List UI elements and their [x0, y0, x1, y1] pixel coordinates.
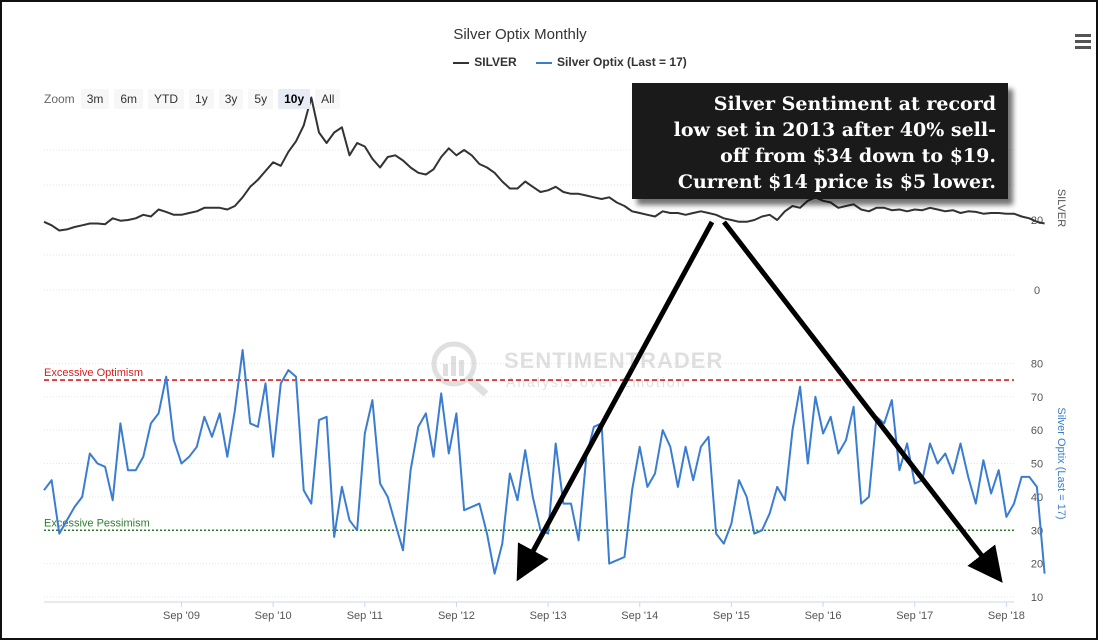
silver-tick-label: 0 [1034, 285, 1040, 297]
x-tick-label: Sep '09 [163, 610, 200, 622]
x-tick-label: Sep '17 [896, 610, 933, 622]
optix-tick-label: 70 [1031, 392, 1043, 404]
arrow-to-2018-low [722, 220, 1003, 583]
callout-line-1: Silver Sentiment at record [713, 93, 996, 115]
zoom-10y-button[interactable]: 10y [278, 89, 311, 109]
zoom-3m-button[interactable]: 3m [80, 89, 110, 109]
excessive-pessimism-label: Excessive Pessimism [44, 517, 150, 529]
zoom-5y-button[interactable]: 5y [248, 89, 274, 109]
silver-series-line[interactable] [43, 96, 1045, 232]
zoom-bar: Zoom 3m 6m YTD 1y 3y 5y 10y All [44, 89, 345, 109]
zoom-3y-button[interactable]: 3y [218, 89, 244, 109]
optix-tick-label: 10 [1031, 592, 1043, 604]
x-tick-label: Sep '12 [438, 610, 475, 622]
zoom-1y-button[interactable]: 1y [189, 89, 214, 109]
legend-swatch-optix [536, 61, 553, 64]
optix-tick-label: 20 [1031, 559, 1043, 571]
zoom-6m-button[interactable]: 6m [114, 89, 144, 109]
optix-series-line[interactable] [43, 349, 1046, 575]
callout-line-2: low set in 2013 after 40% sell- [673, 119, 996, 141]
legend-label-silver: SILVER [474, 55, 517, 69]
zoom-ytd-button[interactable]: YTD [148, 89, 185, 109]
legend-label-optix: Silver Optix (Last = 17) [557, 55, 687, 69]
optix-axis-label: Silver Optix (Last = 17) [1055, 407, 1067, 519]
callout-line-4: Current $14 price is $5 lower. [677, 171, 996, 193]
callout-line-3: off from $34 down to $19. [720, 145, 996, 167]
annotation-lines: Excessive Optimism Excessive Pessimism [44, 367, 1014, 531]
legend: SILVER Silver Optix (Last = 17) [0, 55, 1102, 69]
x-tick-label: Sep '11 [347, 610, 383, 622]
arrow-to-2013-low [516, 220, 715, 582]
optix-tick-label: 60 [1031, 425, 1043, 437]
x-tick-label: Sep '18 [988, 610, 1025, 622]
arrows [516, 220, 1003, 583]
hamburger-menu-icon[interactable] [1075, 34, 1091, 52]
x-axis: Sep '09 Sep '10 Sep '11 Sep '12 Sep '13 Sep '… [44, 601, 1025, 622]
x-tick-label: Sep '10 [255, 610, 292, 622]
zoom-all-button[interactable]: All [315, 89, 341, 109]
legend-item-silver[interactable]: SILVER [453, 55, 517, 69]
callout-box: Silver Sentiment at record low set in 20… [632, 83, 1008, 199]
chart-title: Silver Optix Monthly [453, 26, 587, 43]
zoom-label: Zoom [44, 92, 75, 106]
legend-item-optix[interactable]: Silver Optix (Last = 17) [536, 55, 687, 69]
x-tick-label: Sep '14 [621, 610, 658, 622]
optix-tick-label: 80 [1031, 358, 1043, 370]
optix-tick-label: 50 [1031, 459, 1043, 471]
x-tick-label: Sep '13 [530, 610, 567, 622]
silver-axis-label: SILVER [1055, 189, 1067, 227]
excessive-optimism-label: Excessive Optimism [44, 367, 143, 379]
legend-swatch-silver [453, 61, 470, 64]
x-tick-label: Sep '16 [805, 610, 842, 622]
x-tick-label: Sep '15 [713, 610, 750, 622]
